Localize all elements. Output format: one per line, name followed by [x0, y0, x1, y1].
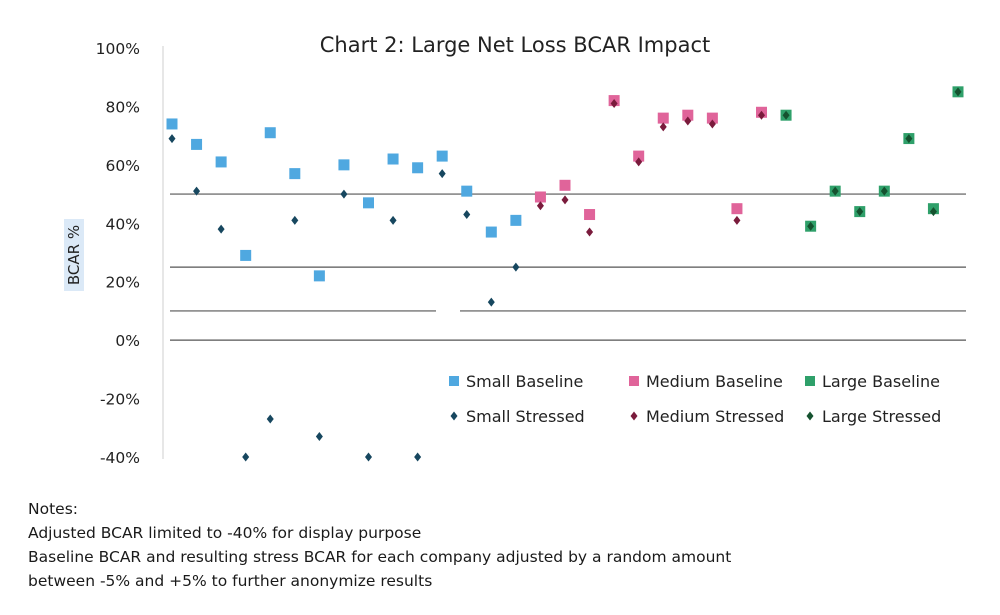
y-axis-title: BCAR %: [64, 219, 84, 291]
y-tick-label: 80%: [106, 98, 140, 116]
data-point-stressed: [512, 262, 520, 272]
legend-item: Medium Stressed: [630, 407, 784, 426]
legend-item: Medium Baseline: [629, 372, 783, 391]
data-point-stressed: [880, 186, 888, 196]
y-tick-label: -40%: [100, 449, 140, 467]
data-point-baseline: [240, 249, 252, 261]
data-point-stressed: [856, 207, 864, 217]
data-point-baseline: [215, 156, 227, 168]
data-point-stressed: [242, 452, 250, 462]
data-point-stressed: [758, 110, 765, 120]
data-point-stressed: [561, 195, 569, 205]
data-point-baseline: [436, 150, 448, 162]
notes-line-2: Baseline BCAR and resulting stress BCAR …: [28, 548, 732, 566]
data-point-baseline: [289, 168, 301, 180]
data-point-baseline: [387, 153, 399, 165]
data-point-stressed: [389, 215, 397, 225]
notes-line-3: between -5% and +5% to further anonymize…: [28, 572, 433, 590]
legend-marker: [450, 411, 458, 421]
data-point-stressed: [929, 207, 937, 217]
svg-text:BCAR %: BCAR %: [65, 225, 83, 285]
data-point-baseline: [191, 138, 203, 150]
chart-title: Chart 2: Large Net Loss BCAR Impact: [320, 33, 711, 57]
data-point-stressed: [831, 186, 839, 196]
data-point-baseline: [485, 226, 497, 238]
legend-item: Large Stressed: [806, 407, 941, 426]
data-point-stressed: [291, 215, 299, 225]
data-point-stressed: [684, 116, 692, 126]
data-point-stressed: [635, 157, 643, 167]
data-point-stressed: [782, 110, 790, 120]
data-point-baseline: [534, 191, 546, 203]
y-tick-label: 20%: [106, 274, 140, 292]
data-point-stressed: [536, 201, 544, 211]
data-point-stressed: [315, 432, 323, 442]
legend-marker: [805, 376, 815, 386]
notes-heading: Notes:: [28, 500, 78, 518]
data-point-stressed: [365, 452, 372, 462]
data-points: [166, 86, 964, 462]
data-point-stressed: [414, 452, 422, 462]
legend-item: Large Baseline: [805, 372, 940, 391]
y-tick-label: 40%: [106, 215, 140, 233]
legend-marker: [449, 376, 459, 386]
legend: Small Baseline Small Stressed Medium Basel…: [449, 372, 941, 426]
legend-label: Large Stressed: [822, 407, 941, 426]
data-point-baseline: [461, 185, 473, 197]
data-point-baseline: [584, 209, 596, 221]
data-point-baseline: [313, 270, 325, 282]
data-point-baseline: [706, 112, 718, 124]
legend-marker: [629, 376, 639, 386]
reference-lines: [170, 193, 966, 341]
data-point-stressed: [487, 297, 495, 307]
y-tick-label: 0%: [115, 332, 140, 350]
y-axis: 100% 80% 60% 40% 20% 0% -20% -40%: [96, 40, 164, 467]
legend-item: Small Baseline: [449, 372, 583, 391]
data-point-stressed: [610, 99, 618, 109]
legend-label: Small Stressed: [466, 407, 585, 426]
data-point-stressed: [193, 186, 201, 196]
data-point-stressed: [733, 215, 741, 225]
bcar-chart: Chart 2: Large Net Loss BCAR Impact 100%…: [64, 33, 966, 467]
legend-label: Medium Stressed: [646, 407, 784, 426]
data-point-stressed: [217, 224, 225, 234]
y-tick-label: 100%: [96, 40, 140, 58]
data-point-stressed: [463, 210, 471, 220]
data-point-stressed: [954, 87, 962, 97]
data-point-baseline: [412, 162, 424, 174]
legend-label: Small Baseline: [466, 372, 583, 391]
data-point-baseline: [264, 127, 276, 139]
notes-line-1: Adjusted BCAR limited to -40% for displa…: [28, 524, 422, 542]
legend-label: Large Baseline: [822, 372, 940, 391]
data-point-baseline: [633, 150, 645, 162]
data-point-baseline: [338, 159, 350, 171]
data-point-baseline: [510, 214, 522, 226]
data-point-baseline: [657, 112, 669, 124]
legend-marker: [806, 411, 814, 421]
data-point-stressed: [905, 134, 913, 144]
data-point-baseline: [363, 197, 374, 209]
data-point-stressed: [438, 169, 446, 179]
data-point-stressed: [659, 122, 667, 132]
data-point-stressed: [586, 227, 594, 237]
y-tick-label: -20%: [100, 391, 140, 409]
y-tick-label: 60%: [106, 157, 140, 175]
data-point-baseline: [682, 109, 694, 121]
data-point-baseline: [731, 203, 743, 215]
data-point-stressed: [340, 189, 348, 199]
notes: Notes: Adjusted BCAR limited to -40% for…: [28, 497, 731, 593]
legend-item: Small Stressed: [450, 407, 585, 426]
data-point-baseline: [166, 118, 178, 130]
data-point-baseline: [559, 179, 571, 191]
data-point-stressed: [807, 221, 815, 231]
data-point-stressed: [266, 414, 274, 424]
legend-label: Medium Baseline: [646, 372, 783, 391]
legend-marker: [630, 411, 638, 421]
data-point-stressed: [708, 119, 716, 129]
data-point-stressed: [168, 134, 176, 144]
